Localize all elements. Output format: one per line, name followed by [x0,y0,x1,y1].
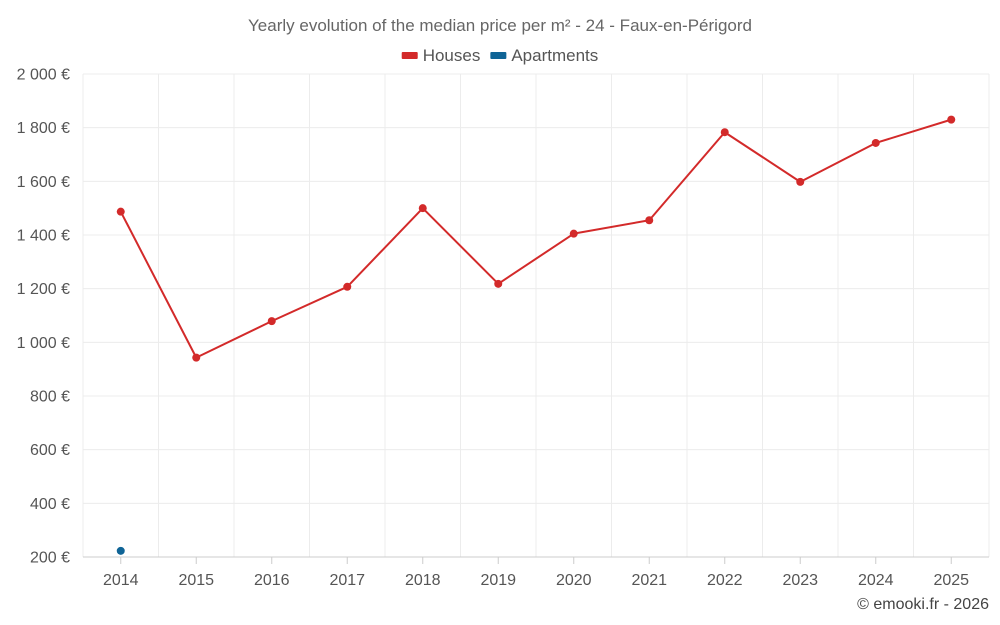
x-tick-label: 2021 [631,572,667,589]
data-point-houses[interactable] [645,216,654,225]
series-apartments [116,546,125,555]
x-tick-label: 2018 [405,572,441,589]
chart-title: Yearly evolution of the median price per… [248,16,752,35]
x-tick-label: 2022 [707,572,743,589]
legend: Houses Apartments [401,46,598,65]
data-point-apartments[interactable] [116,546,125,555]
data-point-houses[interactable] [267,317,276,326]
y-axis: 200 € 400 € 600 € 800 € 1 000 € 1 200 € 1 400 … [17,67,70,567]
data-point-houses[interactable] [569,229,578,238]
x-tick-label: 2017 [329,572,365,589]
x-axis: 2014 2015 2016 2017 2018 2019 2020 2021 2022 2023… [83,556,989,589]
x-tick-label: 2016 [254,572,290,589]
y-tick-label: 800 € [30,389,70,406]
y-tick-label: 400 € [30,496,70,513]
y-tick-label: 1 000 € [17,335,70,352]
x-tick-label: 2024 [858,572,894,589]
y-tick-label: 1 600 € [17,174,70,191]
data-point-houses[interactable] [192,353,201,362]
data-point-houses[interactable] [947,115,956,124]
data-point-houses[interactable] [116,207,125,216]
series-line-houses [119,118,952,359]
data-point-houses[interactable] [871,138,880,147]
data-point-houses[interactable] [796,177,805,186]
x-tick-label: 2020 [556,572,592,589]
data-point-houses[interactable] [343,282,352,291]
legend-label-apartments: Apartments [511,46,598,65]
credit-text: © emooki.fr - 2026 [857,596,989,613]
y-tick-label: 1 400 € [17,228,70,245]
x-tick-label: 2019 [480,572,516,589]
legend-item-apartments[interactable]: Apartments [490,46,598,65]
series-layer [116,115,956,555]
x-tick-label: 2014 [103,572,139,589]
y-tick-label: 1 200 € [17,281,70,298]
legend-swatch-apartments [490,52,507,59]
series-houses [116,115,956,362]
grid [82,73,990,558]
x-tick-label: 2015 [178,572,214,589]
data-point-houses[interactable] [494,279,503,288]
y-tick-label: 200 € [30,550,70,567]
y-tick-label: 2 000 € [17,67,70,84]
data-point-houses[interactable] [418,204,427,213]
data-point-houses[interactable] [720,128,729,137]
legend-swatch-houses [401,52,418,59]
legend-item-houses[interactable]: Houses [401,46,481,65]
y-tick-label: 1 800 € [17,120,70,137]
y-tick-label: 600 € [30,442,70,459]
legend-label-houses: Houses [423,46,481,65]
x-tick-label: 2025 [933,572,969,589]
x-tick-label: 2023 [782,572,818,589]
